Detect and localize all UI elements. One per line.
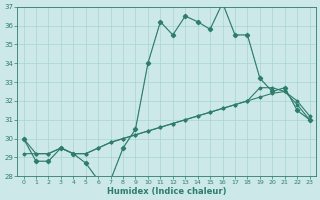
- X-axis label: Humidex (Indice chaleur): Humidex (Indice chaleur): [107, 187, 226, 196]
